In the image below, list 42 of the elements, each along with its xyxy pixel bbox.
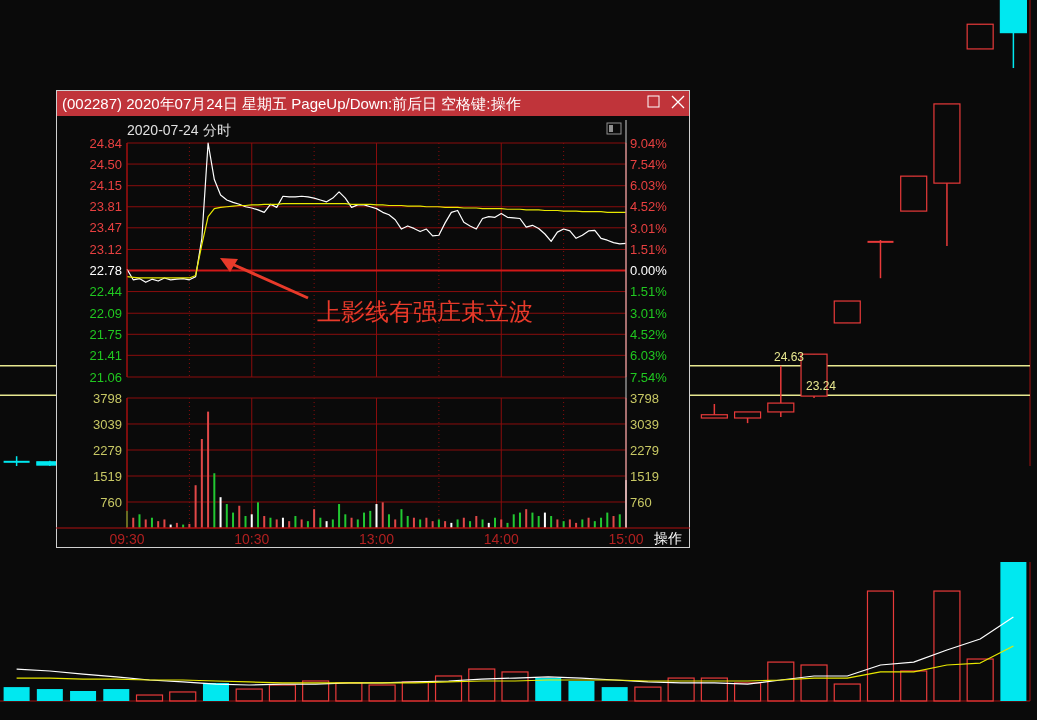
text: 操作 [654,530,682,546]
y2-tick-label: 7.54% [630,369,668,385]
x-tick-label: 13:00 [358,531,395,547]
y-tick-label: 3798 [93,390,122,406]
y2-tick-label: 1519 [630,468,659,484]
y2-tick-label: 2279 [630,442,659,458]
y-tick-label: 23.12 [89,242,122,258]
y-tick-label: 23.81 [89,199,122,215]
y2-tick-label: 0.00% [630,263,668,279]
y2-tick-label: 1.51% [630,241,668,257]
y-tick-label: 22.78 [89,263,122,279]
y-tick-label: 2279 [93,442,122,458]
chart-subtitle: 2020-07-24 分时 [127,122,231,138]
y2-tick-label: 6.03% [630,348,668,364]
y-tick-label: 23.47 [89,220,122,236]
y-tick-label: 3039 [93,416,122,432]
y-tick-label: 21.75 [89,326,122,342]
chart-title: (002287) 2020年07月24日 星期五 PageUp/Down:前后日 空格键:操作 [62,94,521,114]
y2-tick-label: 7.54% [630,156,668,172]
x-tick-label: 09:30 [109,531,145,547]
y2-tick-label: 4.52% [630,199,668,215]
y2-tick-label: 760 [630,494,652,510]
y2-tick-label: 3039 [630,416,659,432]
y-tick-label: 1519 [93,468,122,484]
x-tick-label: 15:00 [608,531,644,547]
y2-tick-label: 1.51% [630,284,668,300]
y2-tick-label: 3798 [630,390,659,406]
y-tick-label: 24.84 [89,135,122,151]
y-tick-label: 24.50 [89,156,122,172]
x-tick-label: 10:30 [234,531,270,547]
y2-tick-label: 9.04% [630,135,668,151]
y-tick-label: 21.41 [89,347,122,363]
y-tick-label: 22.09 [89,305,122,321]
y2-tick-label: 3.01% [630,305,668,321]
y-tick-label: 22.44 [89,284,122,300]
y-tick-label: 21.06 [89,369,122,385]
y2-tick-label: 4.52% [630,326,668,342]
y2-tick-label: 6.03% [630,178,668,194]
y2-tick-label: 3.01% [630,220,668,236]
x-tick-label: 14:00 [483,531,519,547]
y-tick-label: 24.15 [89,178,122,194]
y-tick-label: 760 [100,494,122,510]
